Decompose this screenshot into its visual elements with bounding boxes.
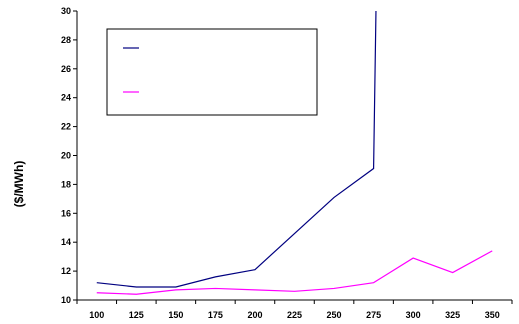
x-tick-label: 350 xyxy=(485,310,500,320)
x-tick-label: 250 xyxy=(327,310,342,320)
y-tick-label: 14 xyxy=(61,237,71,247)
y-tick-label: 18 xyxy=(61,179,71,189)
y-tick-label: 28 xyxy=(61,35,71,45)
x-tick-label: 325 xyxy=(445,310,460,320)
x-tick-label: 175 xyxy=(208,310,223,320)
plot-area: 10 12 14 16 18 20 22 24 26 28 30 100 125 150 175 200 22… xyxy=(61,6,513,320)
y-axis-ticks: 10 12 14 16 18 20 22 24 26 28 30 xyxy=(61,6,77,305)
y-tick-label: 22 xyxy=(61,122,71,132)
y-tick-label: 26 xyxy=(61,64,71,74)
series-line-2 xyxy=(96,250,493,295)
legend-box xyxy=(106,28,318,116)
y-tick-label: 10 xyxy=(61,295,71,305)
x-axis-ticks: 100 125 150 175 200 225 250 275 300 325 350 xyxy=(76,300,513,320)
legend xyxy=(106,28,318,116)
x-tick-label: 125 xyxy=(129,310,144,320)
y-tick-label: 16 xyxy=(61,208,71,218)
y-tick-label: 30 xyxy=(61,6,71,16)
x-tick-label: 225 xyxy=(287,310,302,320)
y-tick-label: 24 xyxy=(61,93,71,103)
x-tick-label: 200 xyxy=(247,310,262,320)
x-tick-label: 300 xyxy=(406,310,421,320)
y-tick-label: 12 xyxy=(61,266,71,276)
series-line-1 xyxy=(96,10,377,288)
x-tick-label: 100 xyxy=(89,310,104,320)
y-tick-label: 20 xyxy=(61,151,71,161)
y-axis-label: ($/MWh) xyxy=(12,161,26,208)
series-group xyxy=(96,10,493,295)
x-tick-label: 150 xyxy=(168,310,183,320)
x-tick-label: 275 xyxy=(366,310,381,320)
